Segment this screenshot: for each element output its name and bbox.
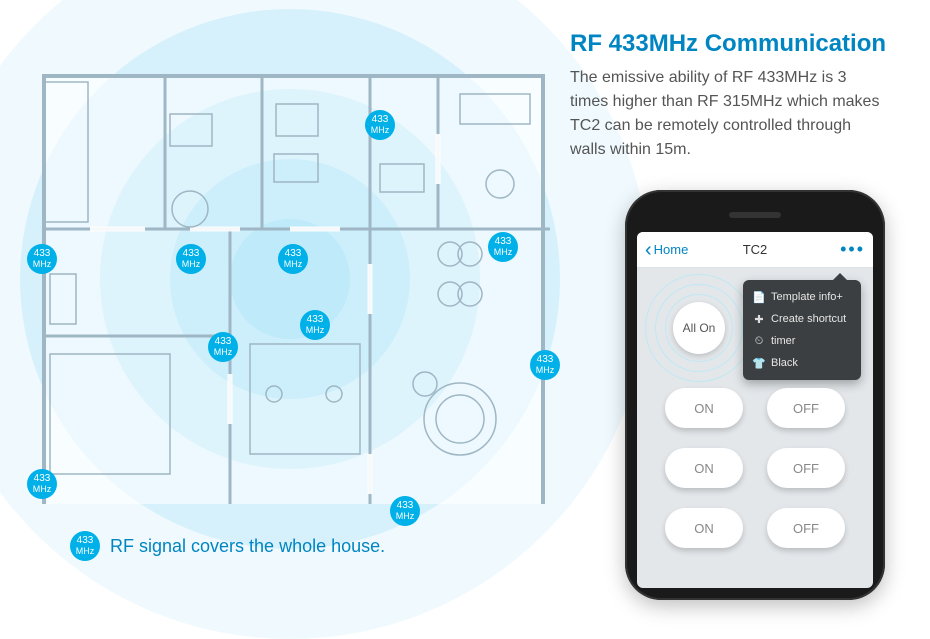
switch-rows: ON OFF ON OFF ON OFF <box>653 388 857 548</box>
switch-row: ON OFF <box>653 388 857 428</box>
right-column: RF 433MHz Communication The emissive abi… <box>570 30 910 162</box>
paragraph: The emissive ability of RF 433MHz is 3 t… <box>570 66 880 162</box>
switch-on-button[interactable]: ON <box>665 508 743 548</box>
rf-badge: 433MHz <box>208 332 238 362</box>
template-info-item-label: Template info+ <box>771 291 843 303</box>
timer-item-icon: ⏲ <box>753 335 765 347</box>
rf-badge: 433MHz <box>530 350 560 380</box>
timer-item[interactable]: ⏲ timer <box>743 330 861 352</box>
switch-off-button[interactable]: OFF <box>767 508 845 548</box>
rf-badge: 433MHz <box>488 232 518 262</box>
all-on-wrap: All On <box>655 284 743 372</box>
phone-speaker <box>729 212 781 218</box>
all-on-button[interactable]: All On <box>673 302 725 354</box>
switch-on-button[interactable]: ON <box>665 388 743 428</box>
create-shortcut-item[interactable]: ✚ Create shortcut <box>743 308 861 330</box>
switch-off-button[interactable]: OFF <box>767 388 845 428</box>
app-navbar: Home TC2 ••• <box>637 232 873 268</box>
template-info-item-icon: 📄 <box>753 291 765 303</box>
floorplan-region: 433MHz 433MHz 433MHz 433MHz 433MHz 433MHz 433M… <box>30 54 550 504</box>
phone-screen: Home TC2 ••• All On 📄 Template info+ ✚ Crea… <box>637 232 873 588</box>
rf-badge: 433MHz <box>176 244 206 274</box>
phone-mockup: Home TC2 ••• All On 📄 Template info+ ✚ Crea… <box>625 190 885 600</box>
timer-item-label: timer <box>771 335 795 347</box>
switch-row: ON OFF <box>653 508 857 548</box>
nav-back-label: Home <box>654 242 689 257</box>
switch-on-button[interactable]: ON <box>665 448 743 488</box>
nav-back-button[interactable]: Home <box>645 242 688 257</box>
rf-badge: 433MHz <box>27 469 57 499</box>
rf-badge: 433MHz <box>390 496 420 526</box>
rf-badge: 433MHz <box>300 310 330 340</box>
switch-row: ON OFF <box>653 448 857 488</box>
black-item-icon: 👕 <box>753 357 765 369</box>
create-shortcut-item-icon: ✚ <box>753 313 765 325</box>
screen-body: All On 📄 Template info+ ✚ Create shortcut ⏲ t… <box>637 268 873 588</box>
nav-title: TC2 <box>743 242 768 257</box>
heading: RF 433MHz Communication <box>570 30 910 58</box>
rf-badge: 433MHz <box>365 110 395 140</box>
rf-badge: 433MHz <box>278 244 308 274</box>
template-info-item[interactable]: 📄 Template info+ <box>743 286 861 308</box>
black-item-label: Black <box>771 357 798 369</box>
caption-text: RF signal covers the whole house. <box>110 536 385 557</box>
options-popover: 📄 Template info+ ✚ Create shortcut ⏲ timer 👕 Bl… <box>743 280 861 380</box>
floorplan-diagram <box>30 54 550 504</box>
create-shortcut-item-label: Create shortcut <box>771 313 846 325</box>
caption-row: 433 MHz RF signal covers the whole house… <box>70 531 385 561</box>
switch-off-button[interactable]: OFF <box>767 448 845 488</box>
caption-badge: 433 MHz <box>70 531 100 561</box>
rf-badge: 433MHz <box>27 244 57 274</box>
black-item[interactable]: 👕 Black <box>743 352 861 374</box>
nav-more-button[interactable]: ••• <box>840 239 865 260</box>
